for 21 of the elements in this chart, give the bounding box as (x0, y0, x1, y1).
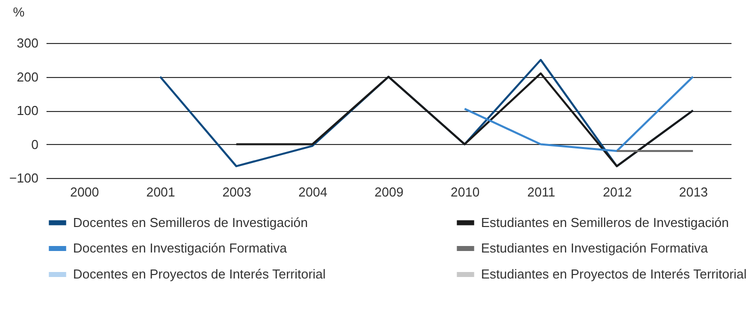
x-tick-label: 2013 (678, 184, 708, 200)
x-tick-label: 2000 (70, 184, 100, 200)
y-tick-label: 300 (16, 36, 38, 50)
x-tick-label: 2004 (298, 184, 328, 200)
x-tick-label: 2003 (222, 184, 252, 200)
legend-label: Docentes en Proyectos de Interés Territorial (73, 266, 326, 282)
y-tick-label: 0 (31, 136, 38, 152)
y-axis-title: % (12, 4, 25, 20)
x-tick-label: 2001 (146, 184, 176, 200)
legend-label: Docentes en Investigación Formativa (73, 240, 288, 256)
legend-label: Estudiantes en Semilleros de Investigación (481, 214, 729, 230)
legend-label: Estudiantes en Proyectos de Interés Territorial (481, 266, 747, 282)
y-tick-label: 200 (16, 69, 38, 84)
y-tick-label: −100 (9, 170, 38, 186)
legend-label: Estudiantes en Investigación Formativa (481, 240, 709, 256)
x-tick-label: 2011 (527, 184, 556, 200)
x-tick-label: 2010 (450, 184, 480, 200)
x-tick-label: 2012 (602, 184, 632, 200)
legend-label: Docentes en Semilleros de Investigación (73, 214, 308, 230)
x-tick-label: 2009 (374, 184, 404, 200)
y-tick-label: 100 (16, 103, 38, 118)
